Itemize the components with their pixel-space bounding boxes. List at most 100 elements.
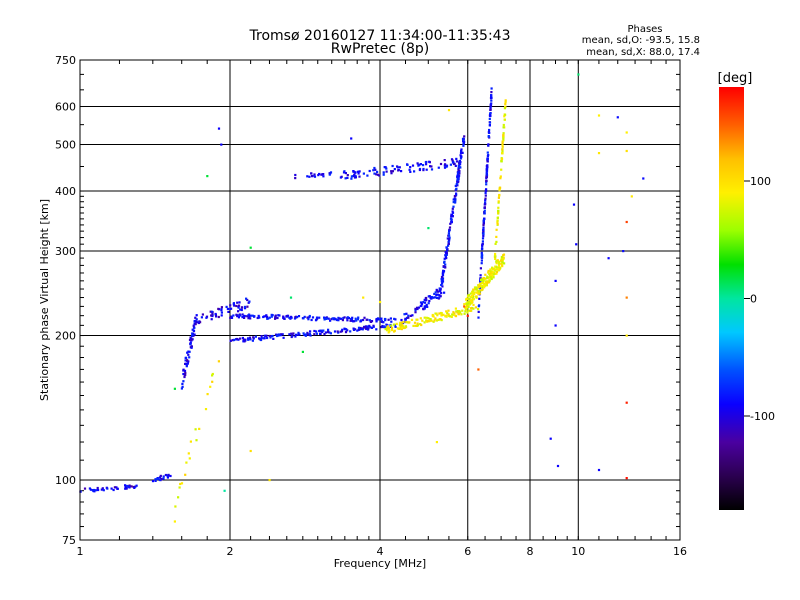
o-mode-point bbox=[451, 215, 454, 218]
x-mode-point bbox=[499, 186, 502, 189]
o-mode-point bbox=[242, 338, 245, 341]
x-mode-point bbox=[206, 393, 209, 396]
o-mode-point bbox=[456, 175, 459, 178]
other-point bbox=[289, 296, 293, 299]
x-mode-point bbox=[497, 209, 500, 213]
x-mode-point bbox=[501, 143, 504, 146]
o-mode-point bbox=[426, 305, 429, 308]
x-mode-point bbox=[477, 284, 481, 287]
x-mode-point bbox=[465, 307, 468, 310]
o-mode-point bbox=[423, 307, 426, 310]
o-mode-point bbox=[237, 310, 240, 313]
colorbar-tick-label: -100 bbox=[750, 410, 775, 423]
x-mode-point bbox=[400, 328, 403, 331]
o-mode-point bbox=[290, 316, 293, 319]
x-mode-point bbox=[503, 262, 506, 265]
o-mode-point bbox=[128, 485, 131, 488]
o-mode-point bbox=[439, 162, 443, 166]
o-mode-point bbox=[294, 177, 297, 180]
o-mode-point bbox=[489, 103, 492, 106]
x-mode-point bbox=[209, 385, 212, 388]
other-point bbox=[223, 489, 226, 492]
x-mode-point bbox=[501, 150, 504, 153]
o-mode-point bbox=[181, 382, 184, 385]
o-mode-point bbox=[435, 293, 438, 296]
o-mode-point bbox=[323, 318, 326, 321]
x-mode-point bbox=[504, 99, 507, 102]
o-mode-point bbox=[445, 246, 448, 249]
x-mode-point bbox=[497, 268, 500, 271]
o-mode-point bbox=[404, 318, 407, 321]
x-mode-point bbox=[400, 321, 403, 324]
x-mode-point bbox=[211, 380, 214, 383]
o-mode-point bbox=[358, 328, 361, 331]
o-mode-point bbox=[320, 173, 323, 176]
x-mode-point bbox=[496, 216, 499, 219]
o-mode-point bbox=[324, 317, 328, 320]
o-mode-point bbox=[423, 301, 427, 304]
o-mode-point bbox=[128, 484, 131, 487]
x-mode-point bbox=[486, 276, 489, 279]
o-mode-point bbox=[364, 325, 367, 328]
o-mode-point bbox=[489, 106, 492, 109]
x-mode-point bbox=[481, 288, 484, 291]
o-mode-point bbox=[456, 180, 459, 183]
o-mode-point bbox=[183, 369, 187, 372]
o-mode-point bbox=[458, 174, 461, 177]
o-mode-point bbox=[124, 486, 127, 489]
o-mode-point bbox=[274, 315, 277, 318]
o-mode-point bbox=[485, 172, 488, 175]
o-mode-point bbox=[367, 327, 370, 330]
o-mode-point bbox=[482, 226, 485, 229]
o-mode-point bbox=[430, 297, 433, 300]
x-mode-point bbox=[488, 281, 491, 284]
o-mode-point bbox=[294, 173, 297, 177]
o-mode-point bbox=[272, 337, 275, 340]
o-mode-point bbox=[274, 333, 278, 336]
o-mode-point bbox=[333, 318, 336, 321]
o-mode-point bbox=[189, 343, 192, 346]
o-mode-point bbox=[419, 301, 423, 304]
y-tick-label: 600 bbox=[55, 101, 76, 114]
o-mode-point bbox=[441, 277, 445, 280]
o-mode-point bbox=[210, 318, 213, 321]
o-mode-point bbox=[342, 316, 345, 320]
o-mode-point bbox=[482, 219, 485, 223]
o-mode-point bbox=[194, 323, 197, 326]
x-mode-point bbox=[379, 300, 382, 304]
o-mode-point bbox=[409, 166, 412, 169]
o-mode-point bbox=[247, 337, 250, 340]
o-mode-point bbox=[489, 112, 492, 115]
x-mode-point bbox=[497, 264, 501, 267]
o-mode-point bbox=[425, 163, 428, 166]
o-mode-point bbox=[455, 160, 459, 163]
o-mode-point bbox=[479, 274, 482, 277]
x-mode-point bbox=[471, 300, 474, 304]
o-mode-point bbox=[443, 166, 447, 169]
o-mode-point bbox=[210, 314, 213, 317]
o-mode-point bbox=[575, 243, 578, 246]
o-mode-point bbox=[251, 314, 254, 317]
plot-frame bbox=[79, 59, 681, 541]
o-mode-point bbox=[277, 333, 281, 336]
o-mode-point bbox=[187, 353, 190, 356]
x-mode-point bbox=[465, 297, 468, 301]
o-mode-point bbox=[134, 485, 137, 488]
x-mode-point bbox=[391, 329, 394, 332]
x-tick-label: 4 bbox=[377, 545, 384, 558]
x-mode-point bbox=[501, 141, 504, 144]
o-mode-point bbox=[446, 237, 449, 240]
x-mode-point bbox=[477, 286, 481, 289]
o-mode-point bbox=[369, 320, 373, 323]
o-mode-point bbox=[455, 192, 458, 195]
o-mode-point bbox=[235, 313, 238, 316]
o-mode-point bbox=[313, 173, 316, 176]
o-mode-point bbox=[306, 175, 309, 178]
other-point bbox=[625, 477, 628, 480]
x-mode-point bbox=[502, 254, 505, 257]
x-mode-point bbox=[426, 320, 429, 323]
o-mode-point bbox=[248, 336, 252, 339]
o-mode-point bbox=[394, 318, 397, 321]
o-mode-point bbox=[391, 164, 394, 168]
